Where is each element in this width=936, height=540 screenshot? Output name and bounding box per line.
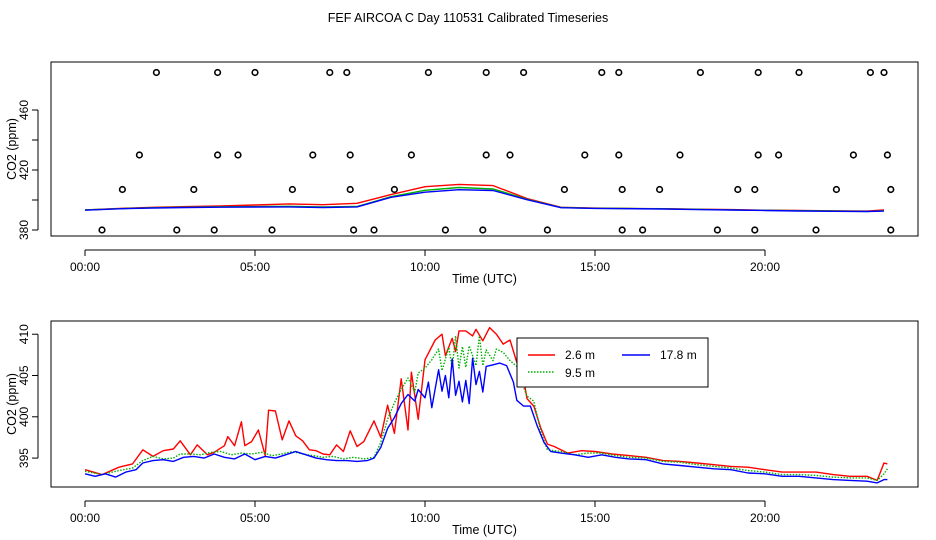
x-tick-label: 20:00 — [750, 260, 780, 274]
series-line-2.6m — [84, 326, 888, 482]
y-tick-label: 410 — [17, 324, 31, 344]
legend: 2.6 m 9.5 m 17.8 m — [516, 337, 709, 388]
x-axis-label: Time (UTC) — [452, 523, 517, 537]
data-point-marker — [880, 68, 888, 77]
y-tick-label: 460 — [17, 100, 31, 120]
data-point-marker — [655, 185, 664, 194]
y-tick-label: 405 — [17, 365, 31, 385]
data-point-marker — [346, 185, 354, 194]
data-point-marker — [887, 185, 895, 194]
data-point-marker — [506, 151, 514, 159]
data-point-marker — [343, 68, 351, 77]
y-axis-label: CO2 (ppm) — [5, 373, 19, 435]
y-tick-label: 420 — [17, 160, 31, 180]
y-axis-label: CO2 (ppm) — [5, 118, 19, 180]
data-point-marker — [190, 185, 198, 194]
data-point-marker — [268, 226, 276, 234]
data-point-marker — [751, 185, 759, 194]
y-tick-label: 400 — [17, 406, 31, 426]
data-point-marker — [598, 68, 606, 77]
bottom-panel-timeseries: 00:00 05:00 10:00 15:00 20:00 Time (UTC) 395 40… — [5, 320, 919, 537]
data-point-marker — [519, 68, 528, 77]
data-point-marker — [326, 68, 334, 77]
data-point-marker — [581, 151, 589, 159]
x-tick-label: 05:00 — [240, 260, 270, 274]
data-point-marker — [866, 68, 875, 77]
x-tick-label: 00:00 — [70, 260, 100, 274]
data-point-marker — [795, 68, 803, 77]
y-tick-label: 395 — [17, 448, 31, 468]
data-point-marker — [251, 68, 259, 77]
data-point-marker — [441, 226, 450, 234]
data-point-marker — [638, 226, 647, 234]
data-point-marker — [615, 151, 623, 159]
series-line-9.5m — [84, 335, 888, 482]
plot-frame — [50, 320, 919, 488]
data-point-marker — [390, 185, 399, 194]
legend-label-2.6m: 2.6 m — [565, 348, 595, 362]
legend-box — [516, 337, 709, 388]
data-point-marker — [883, 151, 892, 159]
data-point-marker — [676, 151, 684, 159]
data-point-marker — [754, 68, 762, 77]
data-point-marker — [214, 151, 222, 159]
data-point-marker — [560, 185, 569, 194]
data-point-marker — [346, 151, 354, 159]
data-point-marker — [309, 151, 317, 159]
data-point-marker — [118, 185, 126, 194]
chart-title: FEF AIRCOA C Day 110531 Calibrated Times… — [328, 11, 608, 25]
series-line-17.8m — [84, 189, 885, 213]
data-point-marker — [479, 226, 487, 234]
x-tick-label: 15:00 — [580, 260, 610, 274]
data-point-marker — [713, 226, 722, 234]
series-line-17.8m — [84, 357, 888, 484]
x-tick-label: 15:00 — [580, 511, 610, 525]
x-axis-label: Time (UTC) — [452, 272, 517, 286]
data-point-marker — [774, 151, 783, 159]
y-tick-label: 380 — [17, 220, 31, 240]
data-point-marker — [812, 226, 820, 234]
data-point-marker — [696, 68, 705, 77]
data-point-marker — [424, 68, 433, 77]
data-point-marker — [849, 151, 858, 159]
data-point-marker — [173, 226, 181, 234]
data-point-marker — [734, 185, 742, 194]
top-panel-timeseries: 00:00 05:00 10:00 15:00 20:00 Time (UTC) 380 42… — [5, 61, 919, 286]
legend-label-17.8m: 17.8 m — [660, 348, 697, 362]
data-point-marker — [152, 68, 160, 77]
data-point-marker — [214, 68, 222, 77]
data-point-marker — [543, 226, 552, 234]
data-point-marker — [135, 151, 143, 159]
plot-frame — [50, 61, 919, 237]
data-point-marker — [832, 185, 841, 194]
data-point-marker — [887, 226, 895, 234]
data-point-marker — [482, 68, 490, 77]
data-point-marker — [751, 226, 759, 234]
data-point-marker — [618, 226, 626, 234]
data-point-marker — [370, 226, 378, 234]
data-point-marker — [482, 151, 490, 159]
data-point-marker — [407, 151, 416, 159]
data-point-marker — [234, 151, 242, 159]
data-point-marker — [210, 226, 218, 234]
x-tick-label: 20:00 — [750, 511, 780, 525]
data-point-marker — [615, 68, 623, 77]
x-tick-label: 00:00 — [70, 511, 100, 525]
data-point-marker — [288, 185, 297, 194]
x-tick-label: 05:00 — [240, 511, 270, 525]
data-point-marker — [754, 151, 762, 159]
data-point-marker — [350, 226, 358, 234]
x-tick-label: 10:00 — [410, 511, 440, 525]
x-tick-label: 10:00 — [410, 260, 440, 274]
legend-label-9.5m: 9.5 m — [565, 366, 595, 380]
data-point-marker — [98, 226, 106, 234]
data-point-marker — [618, 185, 626, 194]
